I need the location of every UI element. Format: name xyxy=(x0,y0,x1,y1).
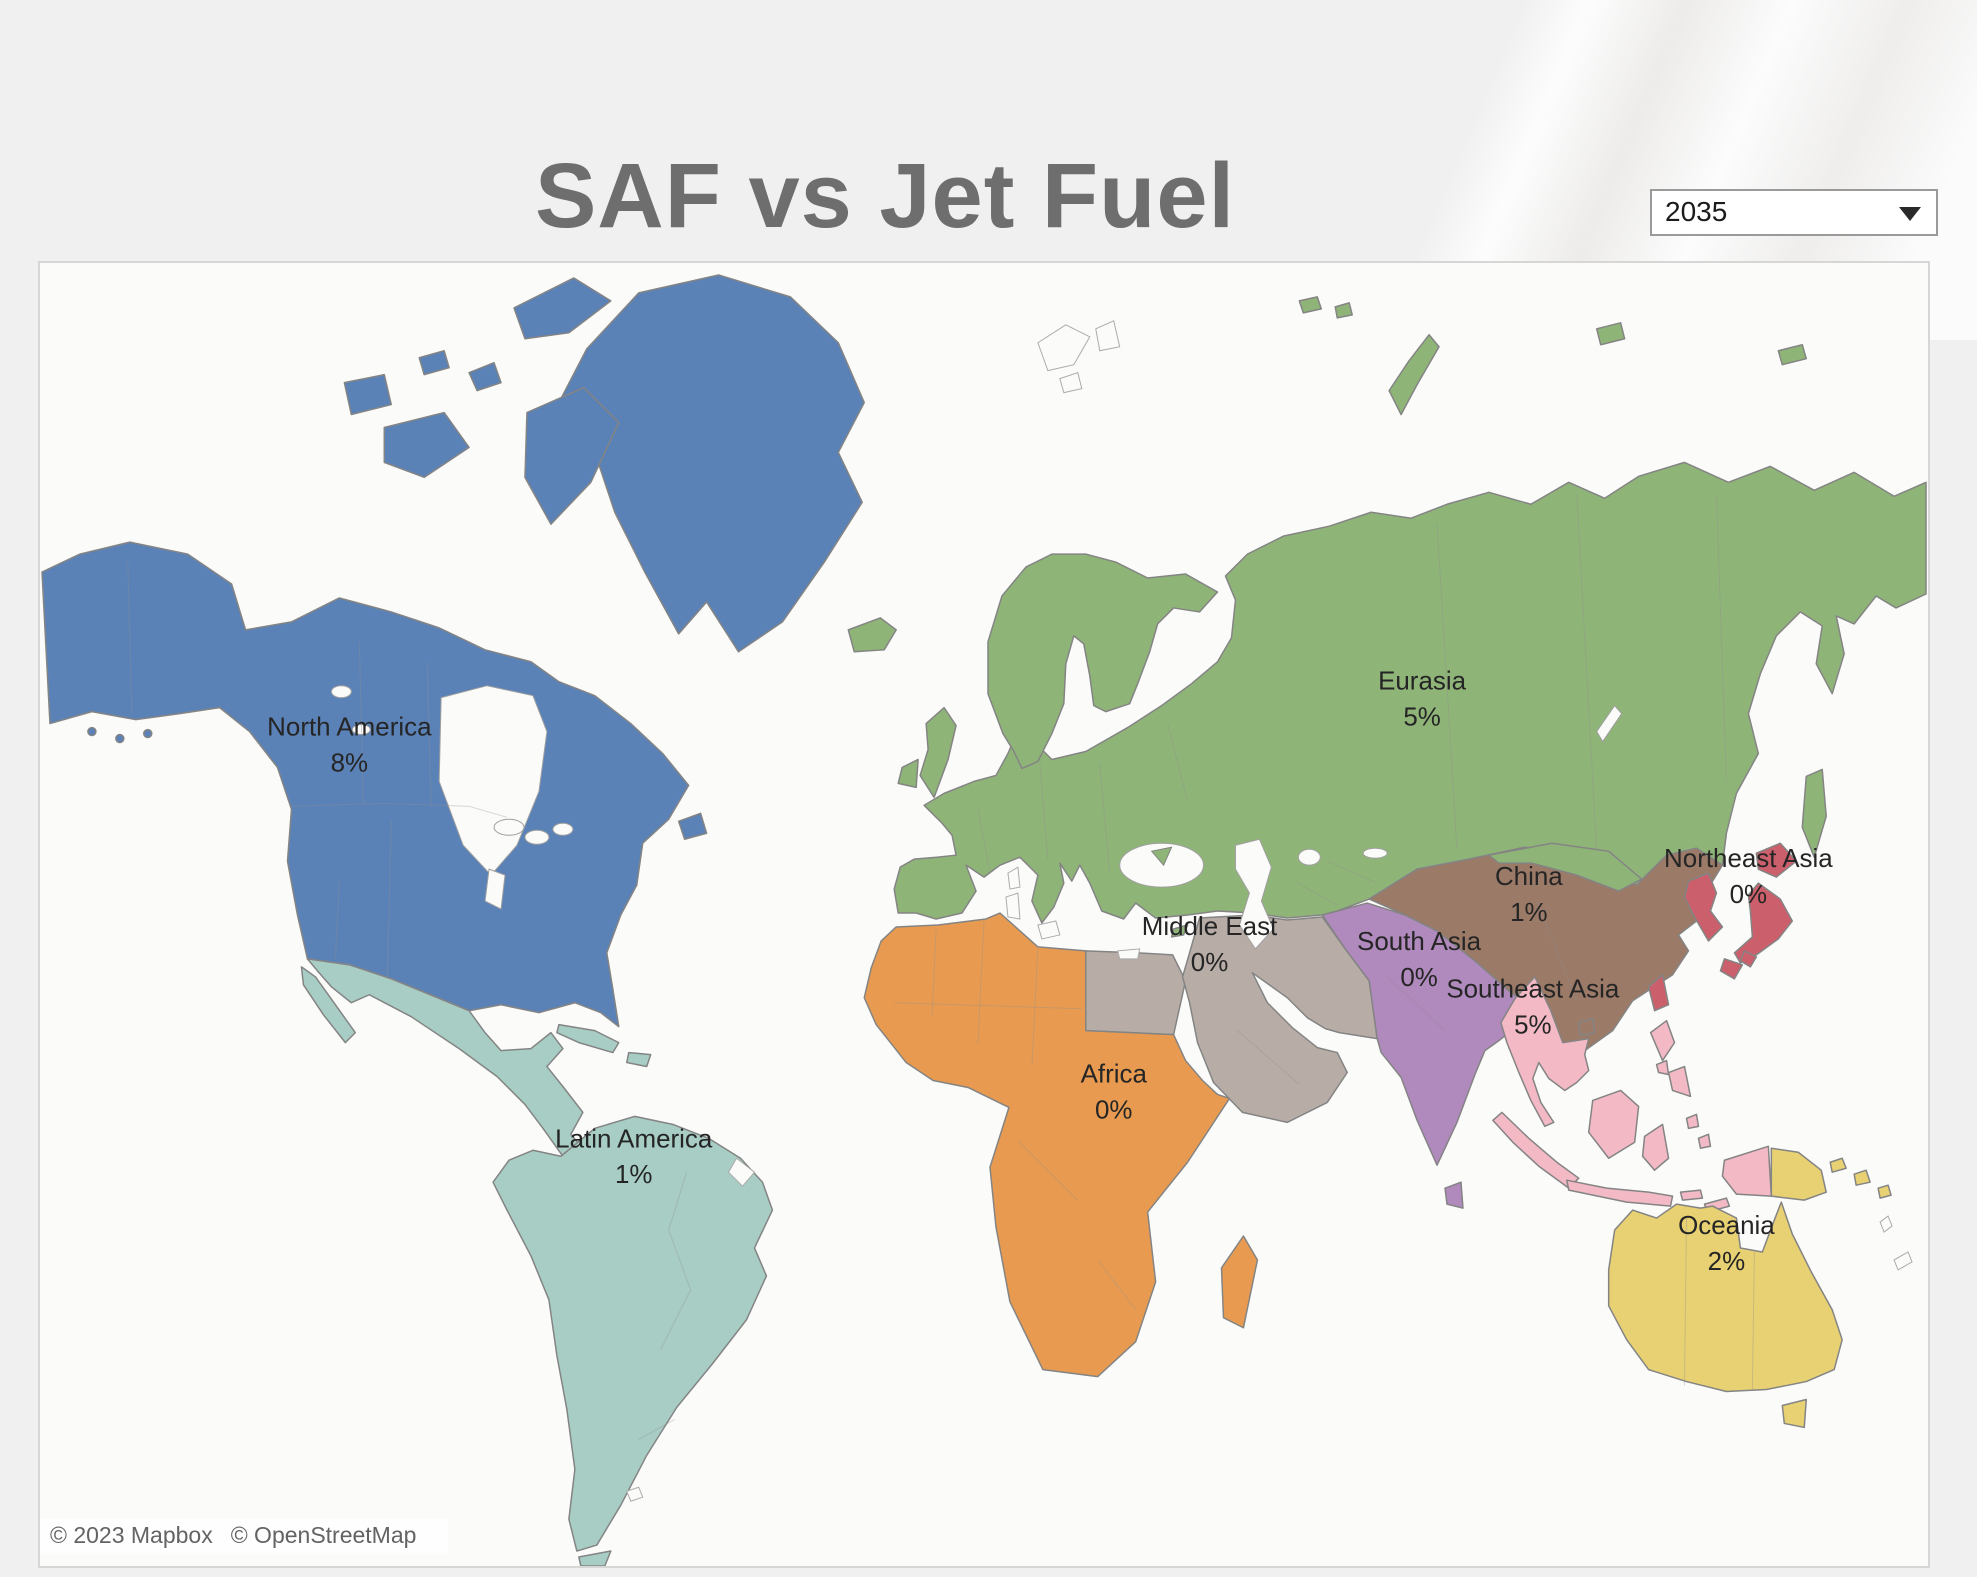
landmass-kyushu[interactable] xyxy=(1719,958,1744,980)
region-label-latin-america: Latin America 1% xyxy=(555,1125,713,1189)
landmass-luzon[interactable] xyxy=(1649,1019,1676,1062)
landmass-hainan[interactable] xyxy=(1577,1017,1596,1037)
landmass-novaya-zemlya[interactable] xyxy=(1388,334,1440,416)
water-bodies xyxy=(330,685,1623,950)
landmass-tasmania[interactable] xyxy=(1781,1398,1808,1429)
region-middle-east[interactable] xyxy=(1085,914,1378,1124)
region-label-south-asia: South Asia 0% xyxy=(1357,928,1482,992)
landmass-sumatra[interactable] xyxy=(1492,1111,1580,1189)
landmass-corsica xyxy=(1007,866,1021,890)
landmass-greenland[interactable] xyxy=(558,274,866,653)
region-label-southeast-asia: Southeast Asia 5% xyxy=(1446,976,1620,1040)
landmass-banks-island[interactable] xyxy=(343,373,393,416)
landmass-scandinavia[interactable] xyxy=(987,553,1219,770)
landmass-ireland[interactable] xyxy=(897,758,919,789)
landmass-tierra-del-fuego[interactable] xyxy=(578,1550,612,1566)
region-africa[interactable] xyxy=(863,912,1259,1378)
region-label-middle-east: Middle East 0% xyxy=(1142,913,1278,977)
internal-borders xyxy=(127,494,1755,1440)
aral-sea xyxy=(1297,848,1321,866)
region-north-america[interactable] xyxy=(41,274,866,1028)
region-label-china: China 1% xyxy=(1495,863,1563,927)
lake-baikal xyxy=(1596,704,1623,743)
landmass-cyprus[interactable] xyxy=(1170,924,1189,938)
landmass-ellesmere[interactable] xyxy=(513,277,612,340)
landmass-newfoundland[interactable] xyxy=(677,812,708,840)
region-latin-america[interactable] xyxy=(300,958,774,1566)
region-label-africa: Africa 0% xyxy=(1081,1060,1148,1124)
caspian-sea xyxy=(1234,838,1274,950)
landmass-sri-lanka[interactable] xyxy=(1444,1181,1464,1209)
landmass-crete xyxy=(1117,948,1141,960)
landmass-na-mainland[interactable] xyxy=(41,541,690,1028)
landmass-taiwan[interactable] xyxy=(1647,974,1670,1012)
caret-down-icon xyxy=(1899,207,1921,221)
landmass-baffin[interactable] xyxy=(524,386,620,525)
landmass-iceland[interactable] xyxy=(847,617,897,653)
region-labels: North America 8% Latin America 1% Eurasia 5… xyxy=(267,668,1833,1276)
landmass-mindanao[interactable] xyxy=(1667,1065,1692,1098)
landmass-egypt[interactable] xyxy=(1085,950,1187,1036)
landmass-shikoku[interactable] xyxy=(1739,950,1758,968)
landmass-borneo[interactable] xyxy=(1587,1089,1640,1159)
map-panel: North America 8% Latin America 1% Eurasia 5… xyxy=(38,261,1930,1568)
region-northeast-asia[interactable] xyxy=(1647,842,1798,1012)
year-filter-dropdown[interactable]: 2035 xyxy=(1650,189,1938,236)
landmass-baja[interactable] xyxy=(300,966,357,1044)
black-sea xyxy=(1119,842,1205,888)
region-label-oceania: Oceania 2% xyxy=(1678,1212,1775,1276)
region-label-eurasia: Eurasia 5% xyxy=(1378,668,1467,732)
year-filter-value: 2035 xyxy=(1665,196,1728,227)
landmass-french-guiana xyxy=(727,1157,756,1187)
landmass-sardinia xyxy=(1005,892,1021,920)
landmass-svalbard xyxy=(1037,324,1091,372)
map-attribution: © 2023 Mapbox © OpenStreetMap xyxy=(40,1519,449,1554)
landmass-new-caledonia xyxy=(1893,1251,1913,1271)
landmass-africa-mainland[interactable] xyxy=(863,912,1231,1378)
region-label-northeast-asia: Northeast Asia 0% xyxy=(1664,845,1833,909)
landmass-victoria-island[interactable] xyxy=(383,411,470,479)
landmass-papua-new-guinea[interactable] xyxy=(1770,1147,1827,1201)
region-eurasia[interactable] xyxy=(847,296,1927,938)
landmass-honshu[interactable] xyxy=(1733,882,1794,964)
landmass-west-papua[interactable] xyxy=(1721,1145,1773,1197)
landmass-sulawesi[interactable] xyxy=(1641,1123,1670,1171)
outline-islands xyxy=(626,320,1913,1502)
region-eurasia-mongolia[interactable] xyxy=(1487,842,1643,892)
landmass-south-america[interactable] xyxy=(492,1115,774,1552)
james-bay xyxy=(484,868,506,910)
landmass-madagascar[interactable] xyxy=(1220,1235,1259,1329)
landmass-cuba[interactable] xyxy=(556,1023,620,1054)
lake-balkhash xyxy=(1362,847,1388,859)
region-southeast-asia[interactable] xyxy=(1492,976,1773,1213)
mapbox-attribution[interactable]: © 2023 Mapbox xyxy=(50,1522,213,1548)
landmass-arabia-iran[interactable] xyxy=(1181,914,1378,1124)
landmass-sakhalin[interactable] xyxy=(1801,768,1827,858)
great-lakes xyxy=(493,818,525,836)
landmass-java[interactable] xyxy=(1566,1179,1674,1207)
landmass-hispaniola[interactable] xyxy=(626,1051,652,1068)
landmass-australia[interactable] xyxy=(1607,1201,1843,1393)
region-south-asia[interactable] xyxy=(1321,902,1533,1209)
landmass-mexico-central-america[interactable] xyxy=(306,958,584,1158)
landmass-great-britain[interactable] xyxy=(919,706,957,799)
landmass-falklands xyxy=(626,1486,644,1502)
landmass-hokkaido[interactable] xyxy=(1755,842,1798,878)
osm-attribution[interactable]: © OpenStreetMap xyxy=(230,1522,417,1548)
landmass-sicily xyxy=(1037,920,1061,940)
region-label-north-america: North America 8% xyxy=(267,714,432,778)
world-map-svg: North America 8% Latin America 1% Eurasia 5… xyxy=(41,274,1927,1566)
landmass-indochina[interactable] xyxy=(1500,976,1590,1128)
crimea xyxy=(1150,846,1173,867)
region-oceania[interactable] xyxy=(1607,1147,1892,1429)
landmass-korea[interactable] xyxy=(1683,872,1724,942)
